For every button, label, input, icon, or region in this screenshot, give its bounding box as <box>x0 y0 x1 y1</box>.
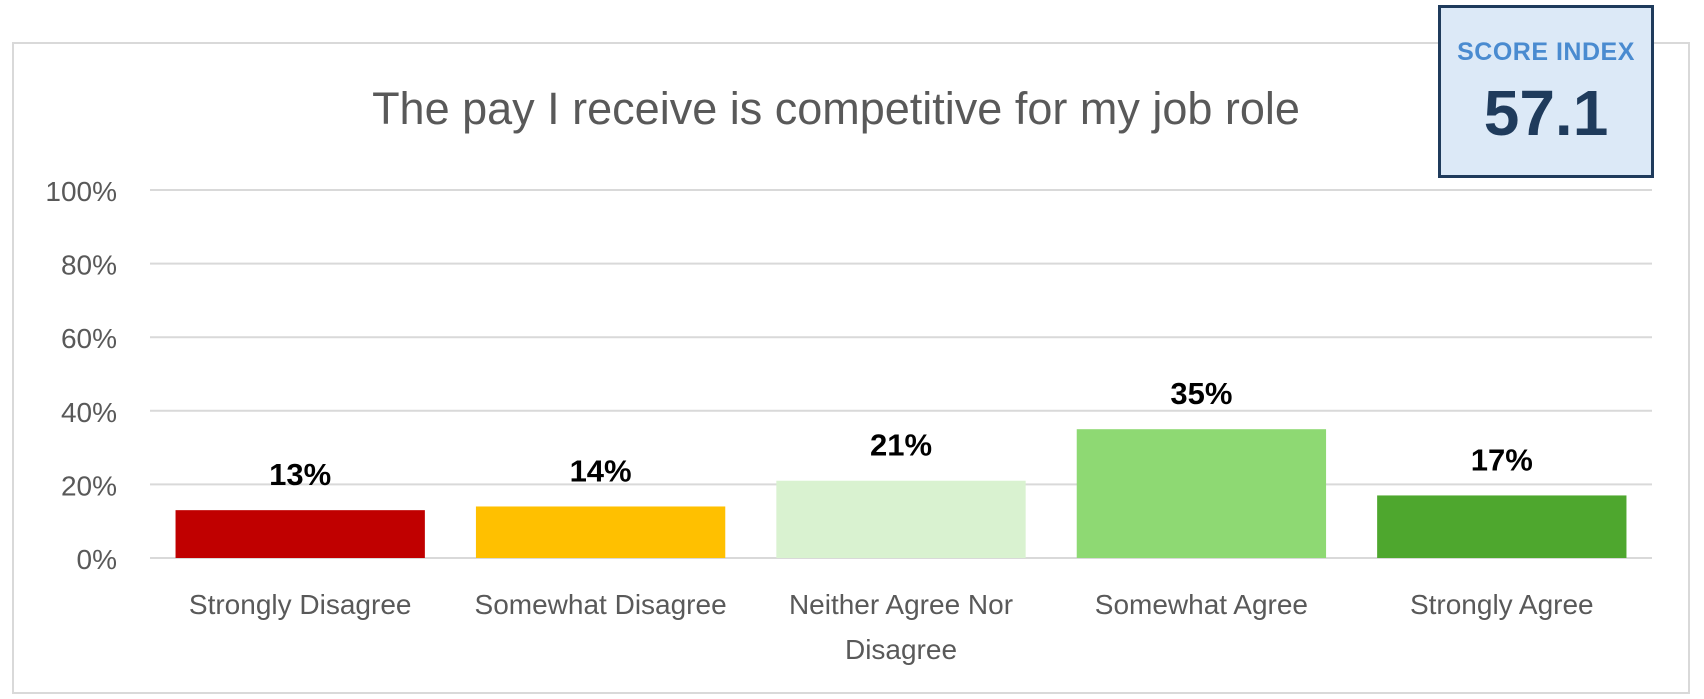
x-tick-label: Strongly Agree <box>1410 589 1594 620</box>
data-labels: 13% 14% 21% 35% 17% <box>269 376 1533 492</box>
y-axis: 0% 20% 40% 60% 80% 100% <box>45 176 117 575</box>
x-tick-label: Strongly Disagree <box>189 589 412 620</box>
x-tick-label: Neither Agree Nor <box>789 589 1013 620</box>
bars <box>175 429 1627 558</box>
bar <box>175 510 425 558</box>
score-index-box: SCORE INDEX 57.1 <box>1438 5 1654 178</box>
data-label: 21% <box>870 428 932 463</box>
bar <box>1076 429 1327 558</box>
y-tick-label: 0% <box>77 544 117 575</box>
bar <box>475 506 726 558</box>
chart-title: The pay I receive is competitive for my … <box>372 83 1300 134</box>
score-index-value: 57.1 <box>1483 77 1609 149</box>
data-label: 35% <box>1170 376 1232 411</box>
x-tick-label: Disagree <box>845 634 957 665</box>
y-tick-label: 100% <box>45 176 117 207</box>
y-tick-label: 80% <box>61 250 117 281</box>
data-label: 13% <box>269 457 331 492</box>
chart-area <box>12 42 1690 694</box>
x-tick-label: Somewhat Agree <box>1095 589 1308 620</box>
score-index-label: SCORE INDEX <box>1457 38 1635 66</box>
bar <box>776 480 1026 558</box>
data-label: 14% <box>570 453 632 488</box>
data-label: 17% <box>1471 442 1533 477</box>
bar <box>1377 495 1627 558</box>
y-tick-label: 20% <box>61 470 117 501</box>
y-tick-label: 60% <box>61 323 117 354</box>
x-tick-label: Somewhat Disagree <box>475 589 727 620</box>
y-tick-label: 40% <box>61 397 117 428</box>
x-axis: Strongly Disagree Somewhat Disagree Neithe… <box>189 589 1594 665</box>
